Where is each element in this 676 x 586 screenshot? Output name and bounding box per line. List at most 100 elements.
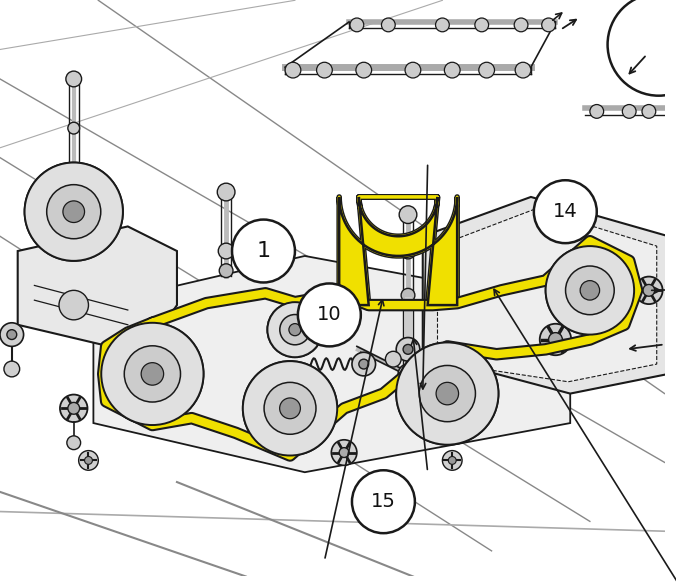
Circle shape <box>359 359 368 369</box>
Circle shape <box>101 323 203 425</box>
Circle shape <box>268 302 322 357</box>
Circle shape <box>24 162 123 261</box>
Circle shape <box>7 330 17 339</box>
Circle shape <box>4 361 20 377</box>
Circle shape <box>444 62 460 78</box>
Circle shape <box>47 185 101 239</box>
Circle shape <box>339 448 349 458</box>
Circle shape <box>419 366 475 422</box>
Circle shape <box>396 342 498 445</box>
Circle shape <box>124 346 180 402</box>
Circle shape <box>316 62 333 78</box>
Circle shape <box>280 315 310 345</box>
Circle shape <box>352 352 376 376</box>
Circle shape <box>435 18 450 32</box>
Circle shape <box>268 302 322 357</box>
Polygon shape <box>93 256 571 472</box>
Circle shape <box>84 456 93 464</box>
Circle shape <box>475 18 489 32</box>
Circle shape <box>396 338 420 361</box>
Circle shape <box>47 185 101 239</box>
Circle shape <box>59 290 89 320</box>
Circle shape <box>101 323 203 425</box>
Circle shape <box>405 62 420 78</box>
Circle shape <box>400 243 416 259</box>
Circle shape <box>556 256 625 325</box>
Circle shape <box>280 398 300 419</box>
Circle shape <box>381 18 395 32</box>
Circle shape <box>285 62 301 78</box>
Circle shape <box>280 315 310 345</box>
Circle shape <box>63 201 84 223</box>
Circle shape <box>442 451 462 470</box>
Circle shape <box>642 104 656 118</box>
Circle shape <box>141 363 164 385</box>
Circle shape <box>141 363 164 385</box>
Circle shape <box>546 246 634 335</box>
Circle shape <box>403 345 413 355</box>
Circle shape <box>62 200 86 223</box>
Circle shape <box>419 366 475 422</box>
Polygon shape <box>422 197 669 394</box>
Circle shape <box>243 361 337 455</box>
Circle shape <box>37 175 111 249</box>
Circle shape <box>289 323 301 336</box>
Circle shape <box>280 398 300 419</box>
Circle shape <box>68 122 80 134</box>
Circle shape <box>514 18 528 32</box>
Circle shape <box>124 346 180 402</box>
Circle shape <box>298 284 361 346</box>
Circle shape <box>436 382 458 405</box>
Circle shape <box>415 351 431 367</box>
Circle shape <box>399 206 417 223</box>
Circle shape <box>401 288 415 302</box>
Circle shape <box>219 264 233 278</box>
Circle shape <box>643 284 655 297</box>
Circle shape <box>396 342 498 445</box>
Text: 1: 1 <box>256 241 270 261</box>
Circle shape <box>350 18 364 32</box>
Circle shape <box>541 18 556 32</box>
Circle shape <box>264 383 316 434</box>
Circle shape <box>49 187 98 236</box>
Polygon shape <box>339 197 457 305</box>
Circle shape <box>24 162 123 261</box>
Circle shape <box>398 364 418 384</box>
Circle shape <box>78 451 98 470</box>
Circle shape <box>534 180 597 243</box>
Circle shape <box>232 220 295 282</box>
Circle shape <box>479 62 495 78</box>
Circle shape <box>60 394 87 422</box>
Polygon shape <box>18 226 177 355</box>
Circle shape <box>582 282 598 298</box>
Circle shape <box>436 382 458 405</box>
Text: 14: 14 <box>553 202 578 221</box>
Circle shape <box>580 281 600 300</box>
Text: 10: 10 <box>317 305 341 325</box>
Circle shape <box>580 281 600 300</box>
Circle shape <box>331 440 357 465</box>
Circle shape <box>385 351 401 367</box>
Circle shape <box>635 277 662 304</box>
Circle shape <box>63 201 84 223</box>
Circle shape <box>566 266 614 315</box>
Circle shape <box>549 333 562 346</box>
Circle shape <box>352 470 415 533</box>
Circle shape <box>68 403 80 414</box>
Text: 15: 15 <box>371 492 396 511</box>
Circle shape <box>546 246 634 335</box>
Circle shape <box>590 104 604 118</box>
Circle shape <box>243 361 337 455</box>
Circle shape <box>623 104 636 118</box>
Circle shape <box>217 183 235 201</box>
Circle shape <box>571 271 610 310</box>
Circle shape <box>218 243 234 259</box>
Circle shape <box>515 62 531 78</box>
Polygon shape <box>339 197 457 305</box>
Circle shape <box>264 383 316 434</box>
Circle shape <box>289 323 301 336</box>
Circle shape <box>66 71 82 87</box>
Polygon shape <box>437 209 657 381</box>
Circle shape <box>539 324 571 355</box>
Circle shape <box>448 456 456 464</box>
